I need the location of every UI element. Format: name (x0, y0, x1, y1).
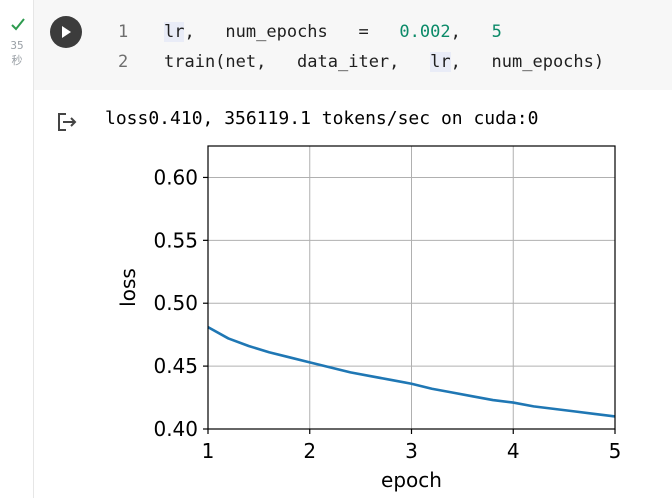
code-token: , num_epochs) (450, 52, 605, 72)
run-cell-button[interactable] (50, 16, 82, 48)
y-tick-label: 0.55 (153, 228, 198, 252)
y-tick-label: 0.45 (153, 354, 198, 378)
code-cell[interactable]: 1 lr, num_epochs = 0.002, 5 2 train(net, da… (34, 0, 672, 90)
code-line[interactable]: 1 lr, num_epochs = 0.002, 5 (118, 20, 502, 44)
code-token: , num_epochs = (184, 22, 400, 42)
cell-gutter: 35 秒 (0, 0, 34, 498)
code-token: lr (164, 22, 185, 42)
code-token: lr (430, 52, 451, 72)
execution-time: 35 秒 (10, 39, 24, 67)
x-tick-label: 1 (202, 439, 215, 463)
code-token: 0.002 (399, 22, 451, 42)
code-token: train(net, data_iter, (164, 52, 431, 72)
code-line[interactable]: 2 train(net, data_iter, lr, num_epochs) (118, 50, 604, 74)
y-tick-label: 0.50 (153, 291, 198, 315)
check-icon (11, 18, 25, 31)
code-token: 5 (491, 22, 502, 42)
x-tick-label: 5 (609, 439, 622, 463)
output-icon[interactable] (56, 111, 78, 133)
y-axis-label: loss (116, 268, 140, 307)
x-axis-label: epoch (381, 468, 442, 492)
code-token: , (450, 22, 492, 42)
line-number: 1 (118, 22, 129, 42)
y-tick-label: 0.60 (153, 165, 198, 189)
x-tick-label: 2 (303, 439, 316, 463)
play-icon (62, 26, 71, 38)
loss-chart: 1 2 3 4 5 0.40 0.45 0.50 0.55 0.60 epoch loss (116, 145, 622, 492)
x-tick-label: 3 (405, 439, 418, 463)
line-number: 2 (118, 52, 129, 72)
x-tick-label: 4 (507, 439, 520, 463)
output-log: loss0.410, 356119.1 tokens/sec on cuda:0 (105, 108, 539, 129)
loss-series-line (207, 325, 616, 418)
y-tick-label: 0.40 (153, 417, 198, 441)
